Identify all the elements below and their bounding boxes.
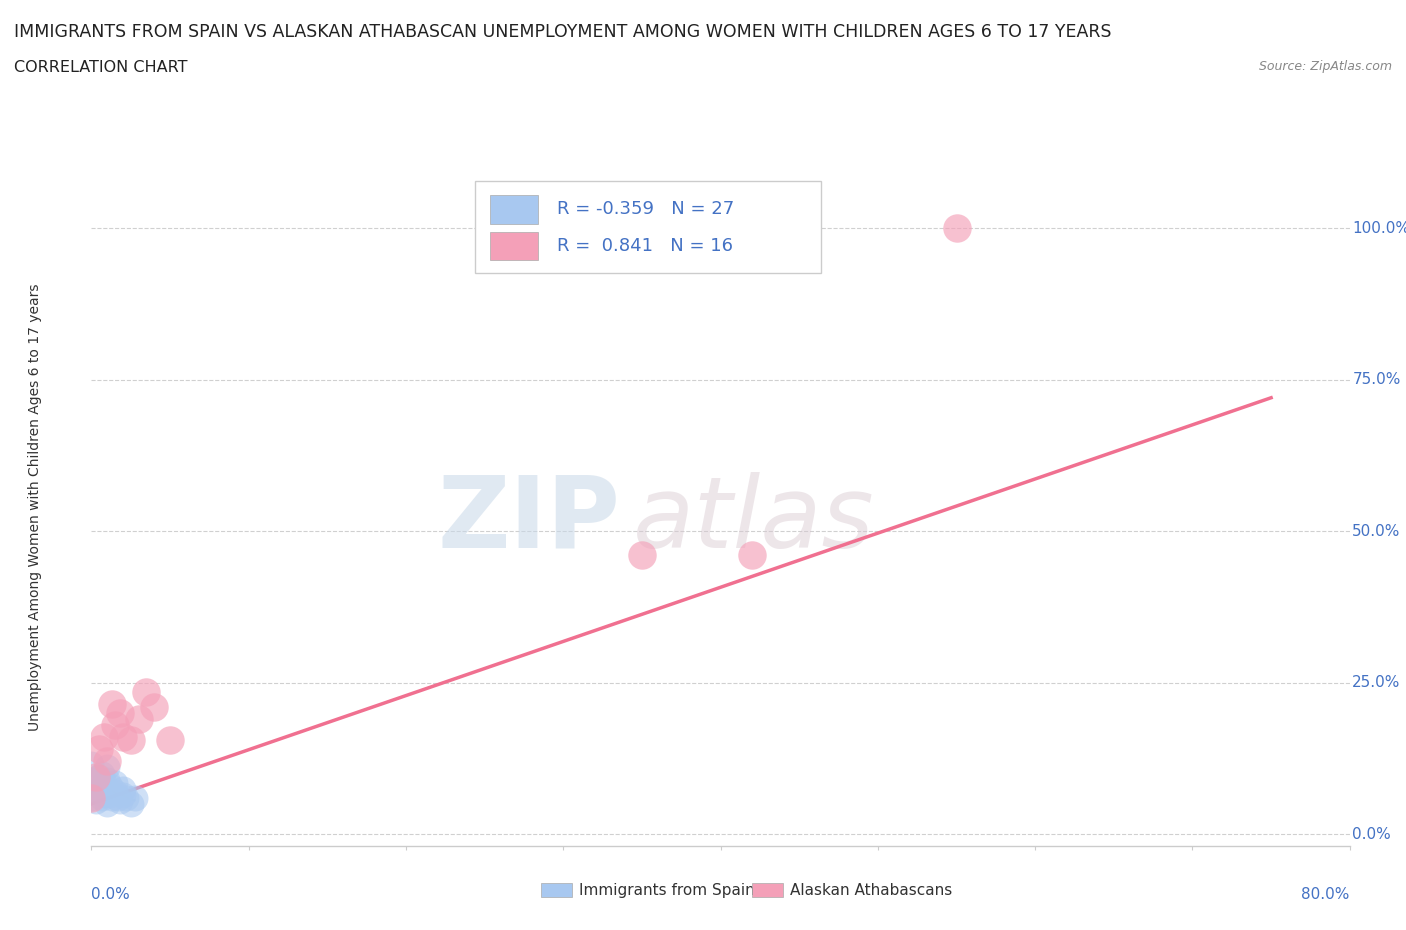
FancyBboxPatch shape: [475, 181, 821, 272]
Point: [96, 760, 118, 775]
Text: R = -0.359   N = 27: R = -0.359 N = 27: [557, 201, 734, 219]
Point: [91, 790, 114, 805]
Point: [104, 776, 127, 790]
Point: [80, 757, 103, 772]
Point: [96, 796, 118, 811]
Point: [101, 790, 124, 805]
Point: [115, 790, 138, 805]
Point: [108, 706, 131, 721]
Point: [108, 793, 131, 808]
Point: [101, 697, 124, 711]
Text: 0.0%: 0.0%: [91, 887, 131, 902]
Point: [91, 778, 114, 793]
Text: atlas: atlas: [633, 472, 875, 569]
Point: [96, 784, 118, 799]
Point: [111, 730, 134, 745]
Text: Source: ZipAtlas.com: Source: ZipAtlas.com: [1258, 60, 1392, 73]
Point: [631, 548, 654, 563]
Point: [84, 793, 107, 808]
Text: IMMIGRANTS FROM SPAIN VS ALASKAN ATHABASCAN UNEMPLOYMENT AMONG WOMEN WITH CHILDR: IMMIGRANTS FROM SPAIN VS ALASKAN ATHABAS…: [14, 23, 1112, 41]
Point: [124, 790, 146, 805]
Point: [80, 790, 103, 805]
Text: Unemployment Among Women with Children Ages 6 to 17 years: Unemployment Among Women with Children A…: [28, 283, 42, 731]
Text: R =  0.841   N = 16: R = 0.841 N = 16: [557, 237, 733, 255]
Text: Immigrants from Spain: Immigrants from Spain: [579, 883, 755, 897]
Text: 50.0%: 50.0%: [1353, 524, 1400, 538]
Point: [89, 742, 111, 757]
Text: ZIP: ZIP: [437, 472, 620, 569]
Point: [128, 711, 150, 726]
Text: 25.0%: 25.0%: [1353, 675, 1400, 690]
Point: [120, 796, 142, 811]
Text: 0.0%: 0.0%: [1353, 827, 1391, 842]
Text: 75.0%: 75.0%: [1353, 372, 1400, 387]
Point: [120, 733, 142, 748]
Point: [80, 790, 103, 805]
Text: 80.0%: 80.0%: [1302, 887, 1350, 902]
Point: [104, 718, 127, 733]
Point: [91, 766, 114, 781]
Text: CORRELATION CHART: CORRELATION CHART: [14, 60, 187, 75]
Point: [159, 733, 181, 748]
Point: [111, 781, 134, 796]
Point: [741, 548, 763, 563]
Point: [96, 754, 118, 769]
Point: [143, 699, 166, 714]
Point: [98, 788, 121, 803]
Point: [93, 788, 115, 803]
Point: [93, 730, 115, 745]
Point: [89, 769, 111, 784]
Point: [104, 784, 127, 799]
Point: [84, 769, 107, 784]
Point: [80, 772, 103, 787]
Point: [135, 684, 157, 699]
Point: [93, 776, 115, 790]
Point: [945, 220, 967, 235]
Point: [111, 788, 134, 803]
Point: [107, 790, 129, 805]
FancyBboxPatch shape: [491, 195, 538, 224]
Point: [98, 778, 121, 793]
Point: [96, 772, 118, 787]
FancyBboxPatch shape: [491, 232, 538, 260]
Text: Alaskan Athabascans: Alaskan Athabascans: [790, 883, 952, 897]
Point: [89, 784, 111, 799]
Text: 100.0%: 100.0%: [1353, 220, 1406, 235]
